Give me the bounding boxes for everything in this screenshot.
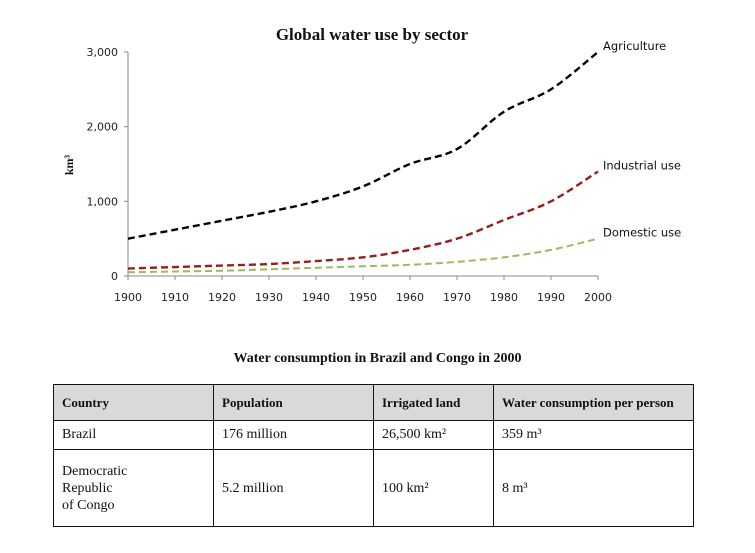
cell-population: 176 million	[213, 420, 374, 450]
chart-title: Global water use by sector	[276, 25, 469, 44]
country-line: of Congo	[62, 497, 115, 513]
series-line-industrial-use	[127, 170, 599, 270]
x-tick-label: 1990	[537, 291, 565, 304]
x-tick-label: 1970	[443, 291, 471, 304]
y-axis-label: km³	[62, 154, 76, 175]
x-tick-label: 1980	[490, 291, 518, 304]
x-tick-label: 1960	[396, 291, 424, 304]
series-group: Agriculture Industrial use Domestic use	[127, 39, 681, 274]
series-label-industrial-use: Industrial use	[603, 158, 681, 172]
x-tick-label: 2000	[584, 291, 612, 304]
cell-water-per-person: 359 m³	[493, 420, 694, 450]
x-tick-label: 1900	[114, 291, 142, 304]
column-header-population: Population	[213, 384, 374, 421]
line-chart: Global water use by sector km³ 0 1,000 2,0…	[62, 25, 681, 304]
cell-country: Brazil	[53, 420, 214, 450]
y-tick-label: 2,000	[87, 121, 119, 134]
country-line: Republic	[62, 480, 113, 496]
country-line: Democratic	[62, 463, 128, 479]
table-row: Brazil 176 million 26,500 km² 359 m³	[53, 420, 694, 450]
series-line-agriculture	[127, 51, 599, 240]
cell-irrigated-land: 26,500 km²	[373, 420, 494, 450]
y-tick-label: 3,000	[87, 46, 119, 59]
series-label-agriculture: Agriculture	[603, 39, 666, 53]
x-tick-label: 1930	[255, 291, 283, 304]
water-consumption-table: Country Population Irrigated land Water …	[53, 384, 694, 527]
x-tick-label: 1950	[349, 291, 377, 304]
column-header-irrigated-land: Irrigated land	[373, 384, 494, 421]
cell-country: Democratic Republic of Congo	[53, 449, 214, 527]
cell-population: 5.2 million	[213, 449, 374, 527]
x-tick-label: 1920	[208, 291, 236, 304]
series-label-domestic-use: Domestic use	[603, 226, 681, 240]
table-header-row: Country Population Irrigated land Water …	[53, 384, 694, 421]
axes: 0 1,000 2,000 3,000 1900 1910 1920 1930 1940 1950…	[87, 46, 613, 304]
y-tick-label: 1,000	[87, 195, 119, 208]
table-title: Water consumption in Brazil and Congo in…	[233, 351, 522, 366]
table-row: Democratic Republic of Congo 5.2 million…	[53, 449, 694, 527]
cell-water-per-person: 8 m³	[493, 449, 694, 527]
column-header-country: Country	[53, 384, 214, 421]
y-tick-label: 0	[111, 270, 118, 283]
x-tick-label: 1910	[161, 291, 189, 304]
x-tick-label: 1940	[302, 291, 330, 304]
series-line-domestic-use	[127, 237, 599, 274]
column-header-water-per-person: Water consumption per person	[493, 384, 694, 421]
cell-irrigated-land: 100 km²	[373, 449, 494, 527]
